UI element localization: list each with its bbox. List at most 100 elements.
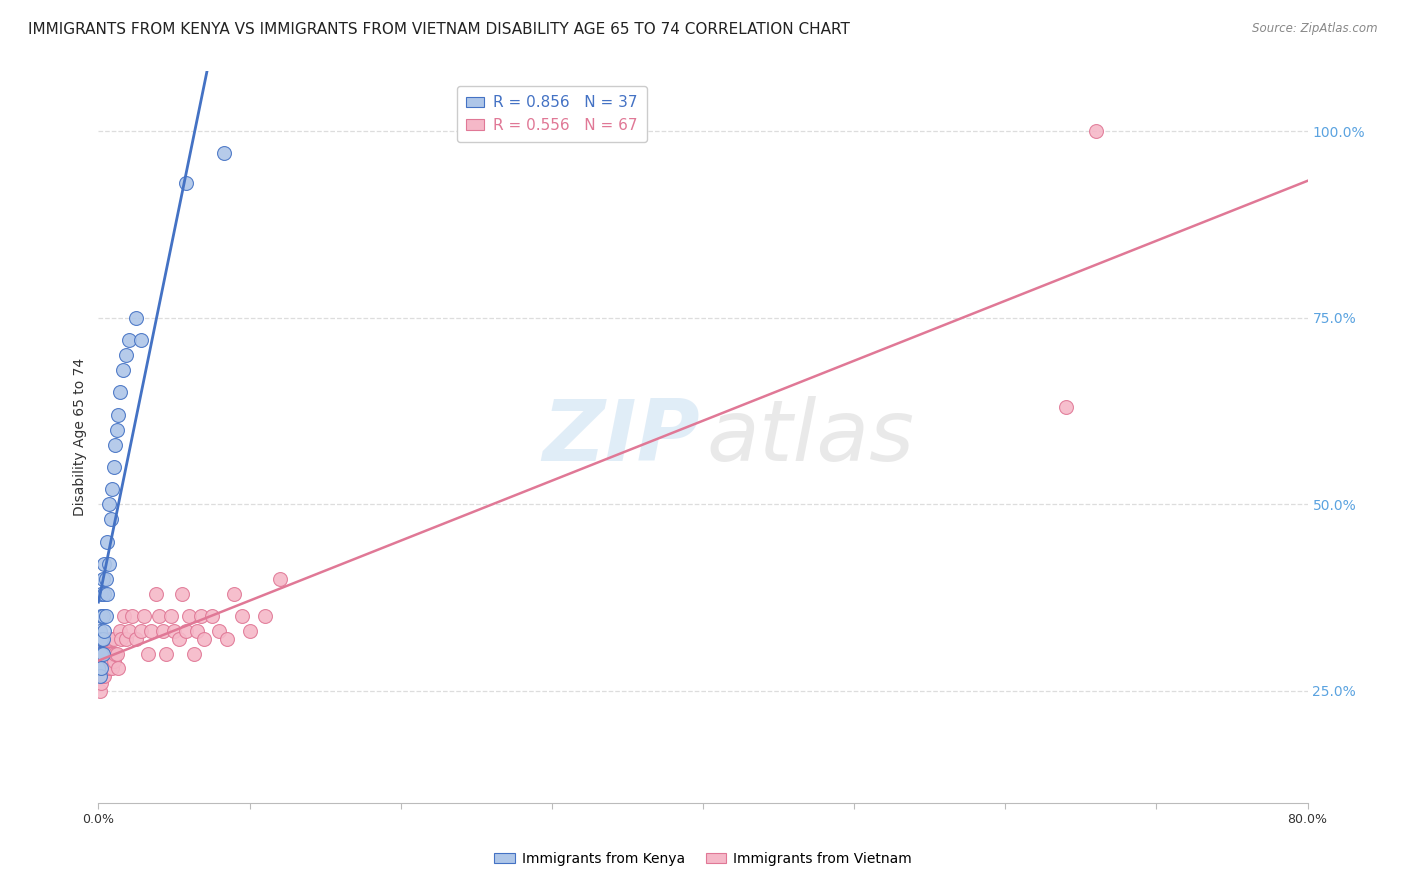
Point <box>90 587 112 601</box>
Point <box>141 624 163 639</box>
Point <box>112 609 135 624</box>
Point <box>215 632 238 646</box>
Point <box>90 661 112 675</box>
Point <box>155 647 177 661</box>
Text: atlas: atlas <box>707 395 915 479</box>
Point <box>253 609 276 624</box>
Point <box>91 669 114 683</box>
Text: IMMIGRANTS FROM KENYA VS IMMIGRANTS FROM VIETNAM DISABILITY AGE 65 TO 74 CORRELA: IMMIGRANTS FROM KENYA VS IMMIGRANTS FROM… <box>28 22 851 37</box>
Point <box>101 647 124 661</box>
Point <box>90 632 112 646</box>
Point <box>87 669 110 683</box>
Point <box>90 661 112 675</box>
Point <box>94 654 117 668</box>
Y-axis label: Disability Age 65 to 74: Disability Age 65 to 74 <box>73 358 87 516</box>
Point <box>118 624 141 639</box>
Point <box>107 661 129 675</box>
Point <box>101 483 124 497</box>
Point <box>93 557 115 571</box>
Point <box>105 647 128 661</box>
Point <box>125 310 148 325</box>
Point <box>174 177 197 191</box>
Point <box>1054 401 1077 415</box>
Point <box>96 587 118 601</box>
Point <box>90 647 112 661</box>
Point <box>89 647 111 661</box>
Point <box>94 647 117 661</box>
Text: ZIP: ZIP <box>541 395 699 479</box>
Point <box>94 632 117 646</box>
Point <box>96 534 118 549</box>
Point <box>91 572 114 586</box>
Point <box>105 423 128 437</box>
Point <box>104 437 127 451</box>
Point <box>93 624 115 639</box>
Point <box>98 557 121 571</box>
Point <box>212 146 235 161</box>
Point <box>103 654 125 668</box>
Point <box>93 661 115 675</box>
Point <box>239 624 262 639</box>
Point <box>186 624 208 639</box>
Point <box>91 632 114 646</box>
Point <box>90 632 112 646</box>
Point <box>136 647 159 661</box>
Point <box>89 632 111 646</box>
Point <box>93 669 115 683</box>
Point <box>224 587 246 601</box>
Point <box>103 632 125 646</box>
Point <box>93 647 115 661</box>
Point <box>114 348 136 362</box>
Point <box>148 609 170 624</box>
Point <box>231 609 253 624</box>
Point <box>167 632 190 646</box>
Point <box>145 587 167 601</box>
Point <box>269 572 291 586</box>
Point <box>174 624 197 639</box>
Point <box>98 647 121 661</box>
Point <box>91 609 114 624</box>
Point <box>93 587 115 601</box>
Point <box>90 647 112 661</box>
Point <box>89 669 111 683</box>
Point <box>89 661 111 675</box>
Point <box>89 683 111 698</box>
Legend: R = 0.856   N = 37, R = 0.556   N = 67: R = 0.856 N = 37, R = 0.556 N = 67 <box>457 87 647 143</box>
Point <box>160 609 183 624</box>
Text: Source: ZipAtlas.com: Source: ZipAtlas.com <box>1253 22 1378 36</box>
Point <box>90 609 112 624</box>
Point <box>1085 124 1108 138</box>
Point <box>183 647 205 661</box>
Point <box>118 333 141 347</box>
Point <box>170 587 193 601</box>
Point <box>111 363 134 377</box>
Point <box>125 632 148 646</box>
Point <box>104 647 127 661</box>
Point <box>163 624 186 639</box>
Point <box>100 632 122 646</box>
Point <box>91 647 114 661</box>
Point <box>179 609 201 624</box>
Point <box>96 647 118 661</box>
Point <box>100 512 122 526</box>
Point <box>121 609 143 624</box>
Point <box>132 609 155 624</box>
Point <box>96 661 118 675</box>
Point <box>129 333 152 347</box>
Point <box>90 661 112 675</box>
Point <box>190 609 212 624</box>
Point <box>90 676 112 690</box>
Point <box>98 497 121 511</box>
Point <box>201 609 224 624</box>
Point <box>107 408 129 422</box>
Point <box>108 385 131 400</box>
Point <box>114 632 136 646</box>
Point <box>129 624 152 639</box>
Legend: Immigrants from Kenya, Immigrants from Vietnam: Immigrants from Kenya, Immigrants from V… <box>488 847 918 871</box>
Point <box>103 459 125 474</box>
Point <box>94 609 117 624</box>
Point <box>98 661 121 675</box>
Point <box>89 624 111 639</box>
Point <box>89 669 111 683</box>
Point <box>91 654 114 668</box>
